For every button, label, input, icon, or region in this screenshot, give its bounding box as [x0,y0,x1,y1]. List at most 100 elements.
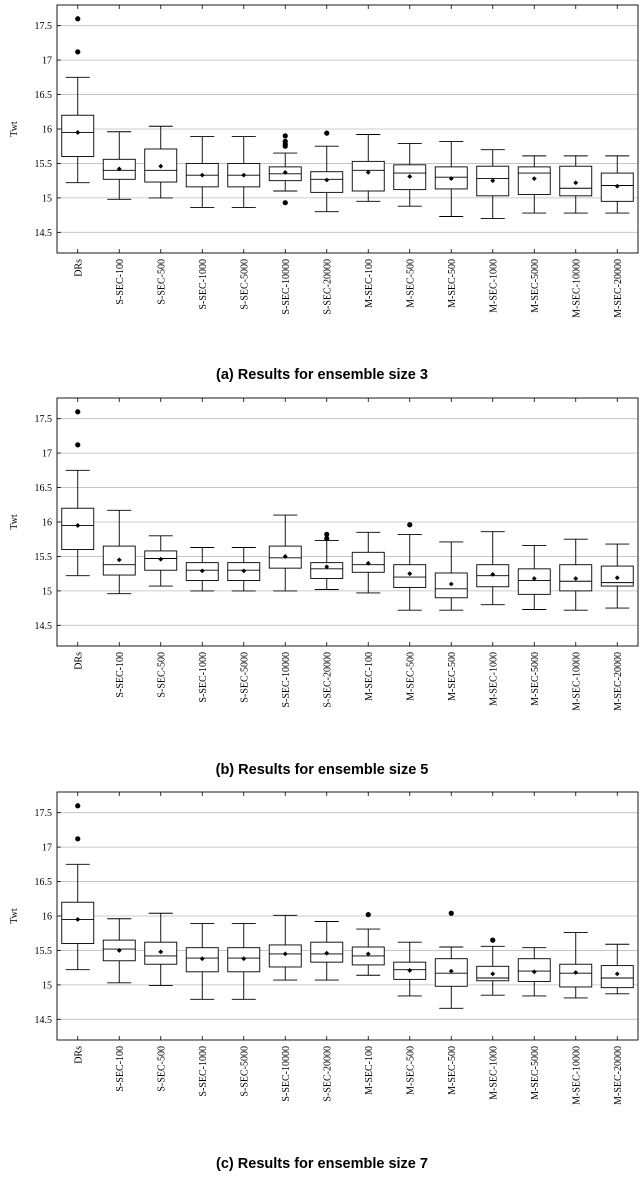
x-tick-label: S-SEC-100 [115,652,126,698]
outlier-point [324,531,330,537]
box-s-sec-20000 [310,531,344,590]
x-tick-label: S-SEC-1000 [198,259,209,310]
mean-marker [490,178,496,184]
mean-marker [158,556,164,562]
x-tick-label: M-SEC-5000 [530,1046,541,1100]
y-tick-label: 16.5 [35,90,53,101]
mean-marker [75,917,81,922]
iqr-box [517,568,551,595]
box-m-sec-500 [393,941,427,997]
x-tick-label: M-SEC-100 [364,652,375,701]
caption-ensemble-5: (b) Results for ensemble size 5 [215,762,429,778]
x-tick-label: S-SEC-500 [156,259,167,305]
mean-marker [531,576,537,581]
mean-marker [241,956,247,962]
mean-marker [365,560,371,566]
chart-panel-ensemble-3: 14.5 15 15.5 16 16.5 17 17.5 Twt DRs S-SEC-100 S-S… [0,0,644,393]
box-s-sec-20000 [310,130,344,213]
outlier-point [324,535,330,542]
box-drs [61,803,95,971]
mean-marker [241,172,247,178]
y-tick-label: 15 [42,586,52,597]
box-plot-ensemble-3: 14.5 15 15.5 16 16.5 17 17.5 Twt DRs S-SEC-100 S-S… [9,4,639,318]
mean-marker [614,183,620,189]
mean-marker [199,172,205,178]
x-tick-label: M-SEC-10000 [571,1046,582,1105]
box-s-sec-5000 [227,547,261,592]
box-s-sec-100 [102,509,136,595]
y-tick-label: 14.5 [35,621,53,632]
mean-marker [324,950,330,956]
plot-frame [56,791,639,1041]
y-tick-label: 17.5 [35,21,53,32]
x-tick-label: M-SEC-500 [447,1046,458,1095]
y-tick-label: 16 [42,125,52,136]
mean-marker [407,174,413,179]
box-m-sec-10000 [559,155,593,214]
x-tick-label: M-SEC-5000 [530,652,541,706]
mean-marker [116,166,122,172]
mean-marker [199,956,205,962]
box-m-sec-10000 [559,538,593,611]
mean-marker [282,951,288,957]
x-tick-label: M-SEC-20000 [613,1046,624,1105]
box-s-sec-100 [102,918,136,984]
box-s-sec-5000 [227,136,261,208]
mean-marker [75,523,81,528]
mean-marker [531,969,537,975]
y-tick-label: 15.5 [35,946,53,957]
mean-marker [573,970,579,975]
box-m-sec-20000 [600,543,634,609]
y-tick-label: 16.5 [35,877,53,888]
mean-marker [365,170,371,175]
box-s-sec-500 [144,125,178,199]
y-tick-label: 17.5 [35,414,53,425]
mean-marker [573,180,579,186]
outlier-point [282,200,288,206]
y-tick-label: 14.5 [35,228,53,239]
iqr-box [600,965,634,989]
mean-marker [282,170,288,175]
iqr-box [476,165,510,197]
outlier-point [75,836,81,842]
chart-panel-ensemble-7: 14.5 15 15.5 16 16.5 17 17.5 Twt DRs S-SEC-100 S-S… [0,787,644,1181]
box-drs [61,409,95,577]
box-plot-ensemble-7: 14.5 15 15.5 16 16.5 17 17.5 Twt DRs S-SEC-100 S-S… [9,791,639,1105]
x-tick-label: M-SEC-500 [405,652,416,701]
x-tick-label: S-SEC-500 [156,652,167,698]
mean-marker [241,568,247,574]
x-tick-label: M-SEC-500 [447,652,458,701]
box-m-sec-500 [393,522,427,611]
mean-marker [407,968,413,973]
box-m-sec-500 [393,143,427,207]
x-tick-label: S-SEC-20000 [322,259,333,315]
caption-ensemble-7: (c) Results for ensemble size 7 [216,1156,428,1172]
outlier-point [282,138,288,144]
mean-marker [324,177,330,183]
outlier-point [75,442,81,448]
box-s-sec-100 [102,131,136,200]
box-m-sec-1000 [476,149,510,220]
mean-marker [531,176,537,181]
x-tick-label: M-SEC-5000 [530,259,541,313]
x-tick-label: M-SEC-500 [405,1046,416,1095]
box-m-sec-5000 [517,155,551,214]
iqr-box [61,507,95,551]
box-m-sec-1000 [476,937,510,996]
x-tick-label: DRs [73,1046,84,1064]
box-m-sec-100 [351,912,385,976]
mean-marker [490,971,496,977]
mean-marker [158,163,164,169]
mean-marker [158,949,164,955]
y-tick-label: 17 [42,843,52,854]
box-m-sec-10000 [559,932,593,999]
box-s-sec-1000 [185,136,219,208]
y-axis-label: Twt [9,908,20,924]
x-tick-label: S-SEC-100 [115,259,126,305]
y-tick-label: 15.5 [35,552,53,563]
box-plot-ensemble-5: 14.5 15 15.5 16 16.5 17 17.5 Twt DRs S-SEC-100 S-S… [9,397,639,711]
x-tick-label: S-SEC-1000 [198,652,209,703]
box-m-sec-500 [434,140,468,217]
outlier-point [282,133,288,139]
x-tick-label: S-SEC-5000 [239,652,250,703]
